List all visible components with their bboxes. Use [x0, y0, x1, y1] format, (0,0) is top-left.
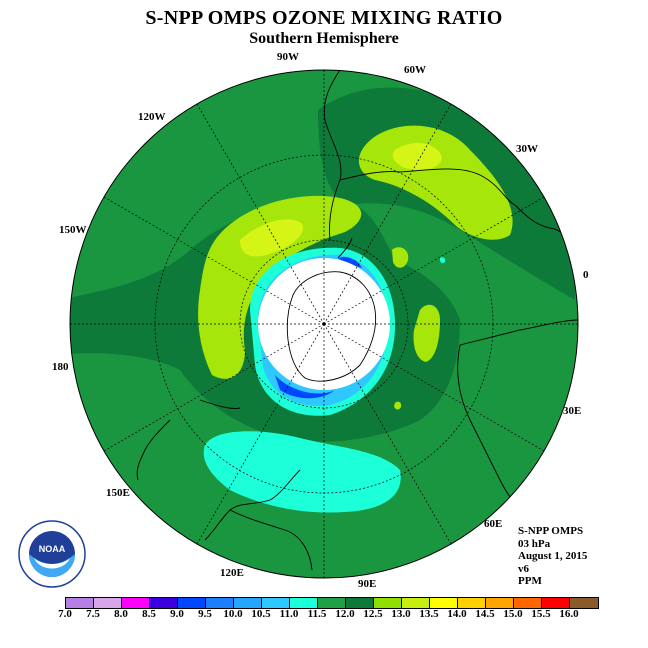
- contour-blue-north: [338, 257, 362, 268]
- colorbar-tick-label: 13.0: [391, 608, 411, 620]
- colorbar-segment: [318, 598, 346, 608]
- colorbar-segment: [374, 598, 402, 608]
- colorbar-tick-label: 7.0: [58, 608, 72, 620]
- contour-blue-south: [275, 375, 335, 399]
- noaa-logo: NOAA: [18, 520, 86, 588]
- colorbar-tick-label: 14.0: [447, 608, 467, 620]
- contour-cyan-south: [203, 431, 401, 513]
- colorbar-segment: [234, 598, 262, 608]
- colorbar-segment: [570, 598, 598, 608]
- colorbar-tick-label: 11.5: [307, 608, 327, 620]
- colorbar-tick-label: 10.5: [251, 608, 271, 620]
- lon-label-0: 0: [583, 269, 589, 281]
- lon-label-120e: 120E: [220, 567, 244, 579]
- lon-label-30e: 30E: [563, 405, 581, 417]
- colorbar-tick-labels: 7.0 7.5 8.0 8.5 9.0 9.5 10.0 10.5 11.0 11.5 12.0 12…: [0, 608, 648, 622]
- info-level: 03 hPa: [518, 537, 551, 550]
- colorbar-tick-label: 16.0: [559, 608, 579, 620]
- colorbar-tick-label: 15.5: [531, 608, 551, 620]
- colorbar-segment: [458, 598, 486, 608]
- contour-light-green-small: [392, 247, 409, 268]
- colorbar-segment: [430, 598, 458, 608]
- colorbar-tick-label: 14.5: [475, 608, 495, 620]
- colorbar-segment: [346, 598, 374, 608]
- colorbar-tick-label: 13.5: [419, 608, 439, 620]
- south-pole-dot: [322, 322, 326, 326]
- contour-cyan-dot: [440, 257, 446, 264]
- contour-yellow-green-west: [240, 219, 304, 257]
- colorbar-segment: [262, 598, 290, 608]
- lon-label-60e: 60E: [484, 518, 502, 530]
- contour-light-green-west: [198, 195, 362, 379]
- info-date: August 1, 2015: [518, 550, 588, 562]
- colorbar-tick-label: 12.0: [335, 608, 355, 620]
- lon-label-30w: 30W: [516, 143, 538, 155]
- colorbar-segment: [542, 598, 570, 608]
- colorbar-tick-label: 12.5: [363, 608, 383, 620]
- lon-label-90e: 90E: [358, 578, 376, 590]
- info-instrument: S-NPP OMPS: [518, 525, 584, 537]
- colorbar-tick-label: 10.0: [223, 608, 243, 620]
- colorbar-segment: [178, 598, 206, 608]
- map-border: [69, 69, 579, 579]
- lon-label-90w: 90W: [277, 51, 299, 63]
- map-title: S-NPP OMPS OZONE MIXING RATIO: [145, 7, 503, 29]
- colorbar-tick-label: 8.5: [142, 608, 156, 620]
- contour-yellow-green-north: [392, 143, 442, 170]
- colorbar-tick-label: 11.0: [279, 608, 299, 620]
- latitude-grid: [154, 154, 494, 494]
- colorbar-segment: [66, 598, 94, 608]
- lon-label-180: 180: [52, 361, 69, 373]
- map-subtitle: Southern Hemisphere: [249, 30, 399, 47]
- colorbar-segment: [94, 598, 122, 608]
- info-units: PPM: [518, 575, 542, 587]
- colorbar-segment: [290, 598, 318, 608]
- colorbar-segment: [150, 598, 178, 608]
- colorbar-segment: [122, 598, 150, 608]
- colorbar-tick-label: 9.5: [198, 608, 212, 620]
- logo-text: NOAA: [39, 544, 66, 554]
- lon-label-120w: 120W: [138, 111, 166, 123]
- colorbar: [65, 597, 599, 609]
- colorbar-segment: [486, 598, 514, 608]
- colorbar-segment: [514, 598, 542, 608]
- lon-label-150e: 150E: [106, 487, 130, 499]
- info-version: v6: [518, 562, 529, 575]
- colorbar-tick-label: 15.0: [503, 608, 523, 620]
- lon-label-150w: 150W: [59, 224, 87, 236]
- colorbar-segment: [206, 598, 234, 608]
- colorbar-tick-label: 7.5: [86, 608, 100, 620]
- colorbar-tick-label: 8.0: [114, 608, 128, 620]
- contour-light-green-east: [413, 304, 440, 362]
- colorbar-segment: [402, 598, 430, 608]
- product-info: S-NPP OMPS 03 hPa August 1, 2015 v6 PPM: [518, 525, 587, 588]
- lon-label-60w: 60W: [404, 64, 426, 76]
- contour-light-green-dot: [394, 401, 402, 410]
- colorbar-tick-label: 9.0: [170, 608, 184, 620]
